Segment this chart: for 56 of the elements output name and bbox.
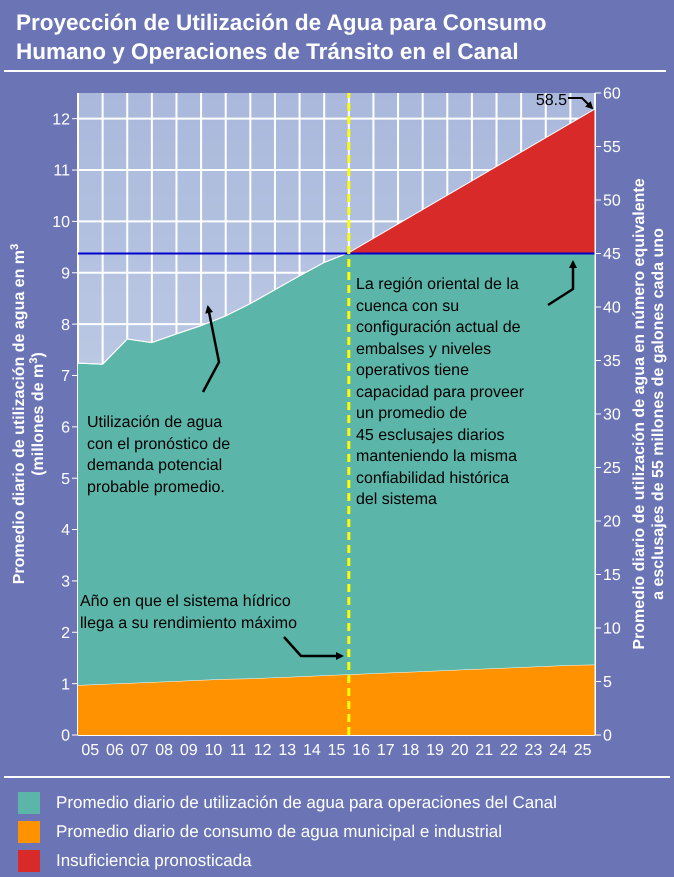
x-tick-label: 25 bbox=[574, 742, 592, 759]
y2-tick-label: 5 bbox=[603, 674, 612, 692]
x-tick-label: 16 bbox=[352, 742, 370, 759]
legend-label: Promedio diario de consumo de agua municipal e industrial bbox=[56, 822, 502, 842]
x-tick-label: 24 bbox=[549, 742, 568, 759]
x-tick-label: 13 bbox=[278, 742, 296, 759]
x-tick-label: 18 bbox=[401, 742, 420, 759]
y-tick-label: 4 bbox=[61, 522, 70, 540]
x-tick-label: 07 bbox=[130, 742, 149, 759]
y-tick-label: 8 bbox=[61, 316, 70, 334]
x-tick-label: 11 bbox=[230, 742, 246, 759]
x-tick-label: 14 bbox=[302, 742, 321, 759]
x-tick-label: 19 bbox=[426, 742, 444, 759]
x-tick-label: 10 bbox=[204, 742, 222, 759]
x-tick-label: 15 bbox=[328, 742, 346, 759]
x-tick-label: 05 bbox=[81, 742, 100, 759]
y-tick-label: 6 bbox=[61, 420, 70, 437]
y-tick-label: 3 bbox=[61, 574, 70, 591]
y2-tick-label: 30 bbox=[603, 406, 621, 424]
x-tick-label: 21 bbox=[475, 742, 494, 759]
y2-tick-label: 55 bbox=[603, 139, 621, 156]
y2-tick-label: 20 bbox=[603, 514, 621, 531]
y-tick-label: 10 bbox=[52, 214, 70, 232]
x-tick-label: 08 bbox=[155, 742, 174, 759]
annotation: 58.5 bbox=[534, 91, 567, 111]
x-tick-label: 09 bbox=[180, 742, 198, 759]
y2-tick-label: 45 bbox=[603, 246, 621, 264]
y2-axis-title: Promedio diario de utilización de agua en número equivalente a esclusajes de 55 millones de galones cada uno bbox=[631, 178, 667, 650]
legend-label: Promedio diario de utilización de agua para operaciones del Canal bbox=[56, 792, 557, 812]
y-tick-label: 7 bbox=[61, 368, 70, 386]
y2-tick-label: 0 bbox=[603, 728, 612, 745]
annotation: Año en que el sistema hídrico llega a su rendimiento máximo bbox=[80, 592, 298, 634]
x-tick-label: 17 bbox=[376, 742, 395, 759]
y2-tick-label: 25 bbox=[603, 460, 621, 478]
x-tick-label: 20 bbox=[450, 742, 469, 759]
y-tick-label: 5 bbox=[61, 470, 70, 488]
y-tick-label: 1 bbox=[61, 676, 70, 694]
legend-label: Insuficiencia pronosticada bbox=[56, 850, 252, 870]
x-tick-label: 22 bbox=[500, 742, 518, 759]
y2-tick-label: 60 bbox=[603, 86, 621, 103]
y-tick-label: 9 bbox=[61, 265, 70, 282]
x-tick-label: 06 bbox=[106, 742, 124, 759]
text: La región oriental de la cuenca con su configuración actual de embalses y niveles operativos tiene capacidad para proveer un promedio de 45 esclusajes diarios manteniendo la misma confiabilidad histórica del sistema bbox=[356, 276, 524, 508]
y2-tick-label: 50 bbox=[603, 192, 621, 210]
chart-title: Proyección de Utilización de Agua para Consumo Humano y Operaciones de Tránsito en el Canal bbox=[4, 2, 666, 72]
annotation: Utilización de agua con el pronóstico de demanda potencial probable promedio. bbox=[87, 413, 232, 498]
y2-tick-label: 15 bbox=[603, 567, 621, 584]
y2-tick-label: 40 bbox=[603, 300, 621, 317]
y-tick-label: 2 bbox=[61, 624, 70, 642]
x-tick-label: 12 bbox=[254, 742, 272, 759]
y-tick-label: 12 bbox=[52, 111, 70, 128]
x-tick-label: 23 bbox=[524, 742, 542, 759]
y-tick-label: 0 bbox=[61, 728, 70, 745]
y2-tick-label: 35 bbox=[603, 353, 621, 370]
y2-tick-label: 10 bbox=[603, 620, 621, 638]
y-tick-label: 11 bbox=[53, 162, 70, 180]
